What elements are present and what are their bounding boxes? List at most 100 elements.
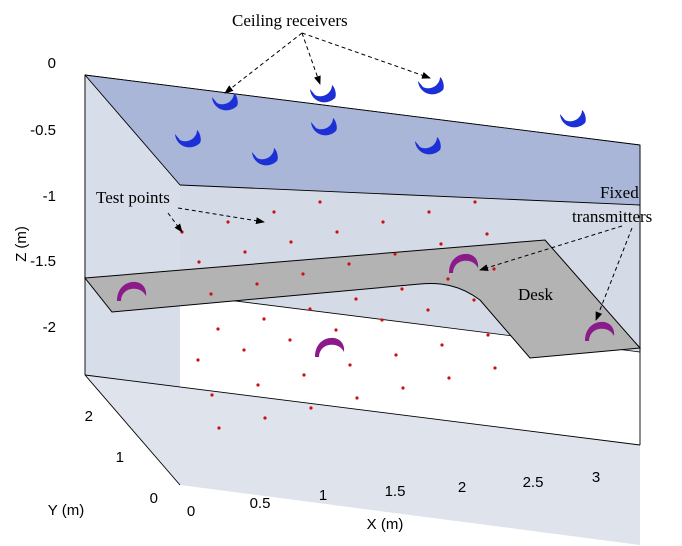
test-point-dot: [309, 406, 313, 410]
test-point-dot: [400, 287, 404, 291]
test-point-dot: [394, 353, 398, 357]
test-point-dot: [196, 358, 200, 362]
annotation-arrows: [167, 32, 633, 321]
test-point-dot: [492, 267, 496, 271]
ceiling-receivers: [175, 77, 586, 166]
crescent-receiver-icon: [212, 93, 238, 111]
test-point-dot: [255, 282, 259, 286]
crescent-receiver-icon: [175, 130, 201, 148]
test-point-dot: [301, 272, 305, 276]
test-point-dot: [217, 426, 221, 430]
test-point-dot: [447, 376, 451, 380]
test-point-dot: [272, 210, 276, 214]
test-point-dot: [289, 240, 293, 244]
test-point-dot: [493, 366, 497, 370]
test-point-dot: [347, 262, 351, 266]
y-axis-label: Y (m): [48, 502, 84, 519]
test-point-dot: [262, 317, 266, 321]
test-points: [180, 200, 497, 430]
crescent-receiver-icon: [418, 77, 444, 95]
test-point-dot: [446, 277, 450, 281]
test-point-dot: [263, 416, 267, 420]
fixed-transmitters-label-line2: transmitters: [572, 207, 652, 226]
desk-label: Desk: [518, 285, 553, 304]
x-tick-label: 2: [458, 479, 466, 496]
desk: [84, 239, 642, 359]
test-point-dot: [472, 298, 476, 302]
crescent-receiver-icon: [310, 85, 336, 103]
crescent-transmitter-icon: [117, 281, 147, 301]
test-point-dot: [427, 210, 431, 214]
test-point-dot: [242, 348, 246, 352]
crescent-receiver-icon: [252, 148, 278, 166]
x-tick-label: 0.5: [250, 495, 271, 512]
fixed-transmitters-label-line1: Fixed: [600, 183, 639, 202]
crescent-transmitter-icon: [449, 253, 479, 273]
y-tick-label: 1: [116, 449, 124, 466]
test-point-dot: [473, 200, 477, 204]
arrow-ceiling-receivers-1: [224, 32, 303, 94]
y-axis: 0 1 2 Y (m): [48, 408, 158, 519]
crescent-receiver-icon: [415, 137, 441, 155]
x-tick-label: 3: [592, 469, 600, 486]
y-tick-label: 0: [150, 490, 158, 507]
desk-surface: [84, 239, 642, 359]
arrow-test-points-2: [177, 207, 265, 225]
z-axis-label: Z (m): [13, 226, 30, 262]
y-tick-label: 2: [85, 408, 93, 425]
test-point-dot: [401, 386, 405, 390]
test-point-dot: [381, 220, 385, 224]
crescent-transmitter-icon: [315, 337, 345, 357]
test-point-dot: [348, 363, 352, 367]
x-axis-label: X (m): [367, 516, 404, 533]
test-point-dot: [439, 242, 443, 246]
z-axis: 0 -0.5 -1 -1.5 -2 Z (m): [13, 55, 56, 336]
test-point-dot: [216, 327, 220, 331]
test-points-label: Test points: [96, 188, 170, 207]
arrow-ceiling-receivers-3: [301, 32, 431, 79]
x-tick-label: 1.5: [385, 483, 406, 500]
x-tick-label: 0: [187, 503, 195, 520]
test-point-dot: [380, 318, 384, 322]
test-point-dot: [318, 200, 322, 204]
floor-plane: [85, 375, 640, 545]
test-point-dot: [197, 260, 201, 264]
test-point-dot: [485, 232, 489, 236]
test-point-dot: [354, 297, 358, 301]
test-point-dot: [334, 328, 338, 332]
z-tick-label: -2: [43, 319, 56, 336]
test-point-dot: [226, 220, 230, 224]
test-point-dot: [308, 307, 312, 311]
test-point-dot: [243, 250, 247, 254]
test-point-dot: [256, 383, 260, 387]
arrow-fixed-transmitters-2: [595, 227, 633, 321]
z-tick-label: 0: [48, 55, 56, 72]
crescent-receiver-icon: [311, 118, 337, 136]
test-point-dot: [426, 308, 430, 312]
test-point-dot: [335, 230, 339, 234]
test-point-dot: [355, 396, 359, 400]
crescent-transmitter-icon: [585, 321, 615, 341]
annotation-labels: Ceiling receivers Test points Fixed tran…: [96, 11, 652, 304]
ceiling-receivers-label: Ceiling receivers: [232, 11, 348, 30]
x-tick-label: 1: [319, 487, 327, 504]
test-point-dot: [440, 343, 444, 347]
test-point-dot: [393, 252, 397, 256]
crescent-receiver-icon: [560, 110, 586, 128]
test-point-dot: [302, 373, 306, 377]
x-axis: 0 0.5 1 1.5 2 2.5 3 X (m): [187, 469, 600, 533]
room-edges: [84, 74, 641, 486]
test-point-dot: [209, 292, 213, 296]
test-point-dot: [288, 338, 292, 342]
arrow-test-points-1: [167, 212, 183, 233]
arrow-fixed-transmitters-1: [479, 225, 623, 271]
x-tick-label: 2.5: [523, 474, 544, 491]
z-tick-label: -1.5: [30, 253, 56, 270]
z-tick-label: -0.5: [30, 122, 56, 139]
arrow-ceiling-receivers-2: [301, 32, 321, 85]
z-tick-label: -1: [43, 188, 56, 205]
test-point-dot: [210, 393, 214, 397]
test-point-dot: [486, 333, 490, 337]
fixed-transmitters: [117, 253, 615, 357]
